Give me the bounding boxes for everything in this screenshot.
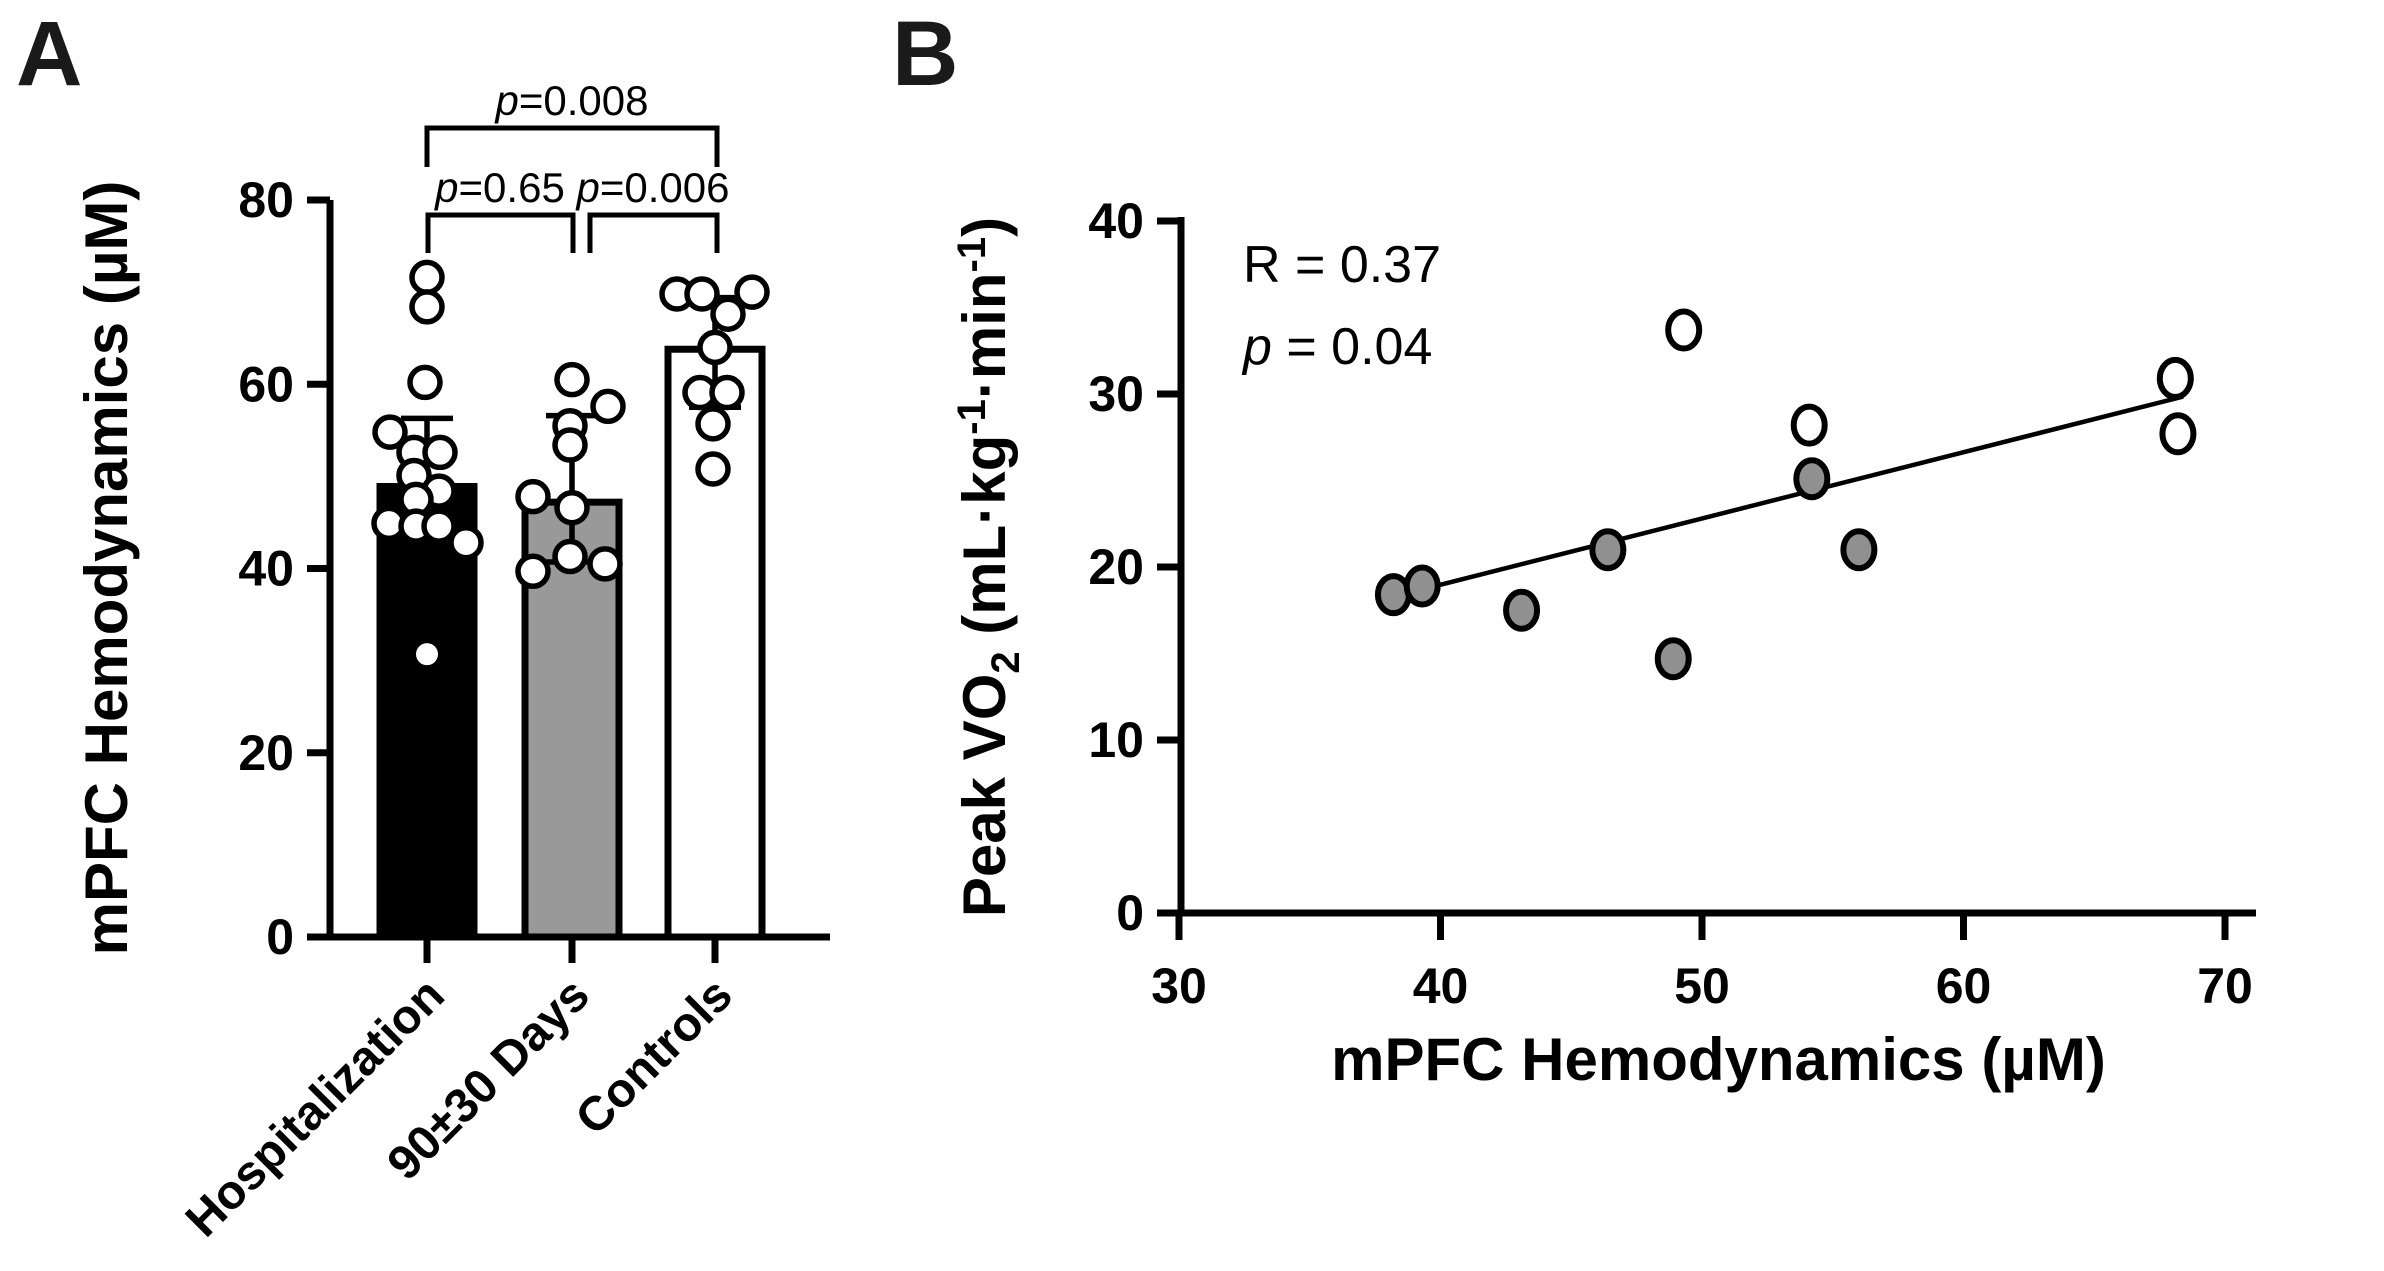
stat-label-rest: = 0.04 <box>1272 318 1432 376</box>
stat-label-rest: =0.006 <box>600 164 730 211</box>
panel-a-y-tick-label: 20 <box>238 725 294 781</box>
data-point <box>416 643 438 666</box>
panel-b-x-axis-title: mPFC Hemodynamics (µM) <box>1331 1026 2106 1093</box>
y-title-segment: Peak VO <box>951 674 1018 918</box>
y-title-segment: -1 <box>950 237 994 273</box>
data-point <box>552 427 588 463</box>
stat-label-rest: =0.008 <box>519 77 649 124</box>
bar-group-3 <box>659 274 770 941</box>
data-point <box>1589 528 1627 572</box>
data-point <box>372 414 408 450</box>
stat-label: R = 0.37 <box>1243 236 1441 294</box>
panel-b-x-tick-label: 60 <box>1936 958 1992 1014</box>
stat-label-italic-part: p <box>494 77 519 124</box>
bracket-line <box>587 212 720 253</box>
panel-b-x-tick-label: 40 <box>1413 958 1469 1014</box>
panel-b-y-tick-label: 20 <box>1088 539 1144 595</box>
y-title-segment: (mL·kg <box>951 435 1018 652</box>
data-point <box>2159 412 2197 456</box>
panel-b-x-tick-label: 50 <box>1674 958 1730 1014</box>
data-point <box>587 546 623 582</box>
data-point <box>515 553 551 590</box>
data-point <box>1790 403 1828 447</box>
panel-b-x-tick-label: 30 <box>1151 958 1207 1014</box>
panel-b-y-tick-label: 10 <box>1088 712 1144 768</box>
data-point <box>590 388 626 425</box>
data-point <box>1403 564 1441 608</box>
panel-b-scatter-plot: 0 10 20 30 40 30 40 50 60 70 mPFC Hemodynamics (µM… <box>950 193 2256 1093</box>
panel-a-label: A <box>16 3 83 105</box>
data-point <box>695 451 731 487</box>
data-point <box>734 274 770 310</box>
panel-a-y-tick-label: 60 <box>238 356 294 412</box>
panel-b-y-tick-label: 40 <box>1088 193 1144 249</box>
data-point <box>409 259 445 296</box>
panel-a-category-label: Controls <box>566 968 743 1145</box>
bar-group-2 <box>515 361 626 941</box>
data-point <box>1654 637 1692 681</box>
data-point <box>422 434 458 471</box>
series-open-circles <box>1665 308 2197 456</box>
panel-a-y-axis-title: mPFC Hemodynamics (µM) <box>73 181 140 956</box>
panel-a-y-tick-label: 40 <box>238 541 294 597</box>
bracket-line <box>425 212 576 253</box>
data-point <box>710 296 746 332</box>
y-title-segment: ) <box>951 217 1018 237</box>
panel-a-y-tick-label: 0 <box>266 909 294 965</box>
data-point <box>1840 528 1878 572</box>
data-point <box>1665 308 1703 352</box>
stat-label: p=0.008 <box>494 77 649 124</box>
panel-b-x-tick-label: 70 <box>2197 958 2253 1014</box>
y-title-segment: -1 <box>950 399 994 435</box>
data-point <box>554 361 590 398</box>
stat-label-rest: =0.65 <box>459 164 565 211</box>
data-point <box>684 276 720 312</box>
data-point <box>421 508 457 544</box>
data-point <box>1503 588 1541 632</box>
data-point <box>409 289 445 325</box>
stat-label-italic-part: p <box>575 164 600 211</box>
panel-b-y-tick-label: 0 <box>1116 885 1144 941</box>
data-point <box>1793 457 1831 501</box>
panel-a-category-label: Hospitalization <box>176 968 455 1247</box>
data-point <box>515 478 551 515</box>
data-point <box>448 524 484 561</box>
panel-b-y-axis-title: Peak VO2​ (mL·kg-1​·min-1​) <box>950 217 1028 917</box>
data-point <box>2156 356 2194 400</box>
series-filled-circles <box>1374 457 1878 681</box>
data-point <box>709 374 745 411</box>
stat-label: p=0.65 <box>433 164 565 211</box>
panel-a-bar-chart: 0 20 40 60 80 mPFC Hemodynamics (µM) Hospitali… <box>73 77 830 1247</box>
data-point <box>552 538 588 575</box>
stat-label: p = 0.04 <box>1241 318 1432 376</box>
panel-b-y-tick-label: 30 <box>1088 366 1144 422</box>
data-point <box>407 364 443 401</box>
stat-label-italic-part: p <box>1241 318 1272 376</box>
significance-bracket: p=0.008 <box>424 77 720 167</box>
bar-group-1 <box>371 259 484 941</box>
data-point <box>697 329 733 366</box>
bracket-line <box>424 125 720 167</box>
y-title-segment: ·min <box>951 272 1018 399</box>
y-title-segment: 2 <box>984 651 1028 673</box>
data-point <box>554 489 590 526</box>
panel-a-y-tick-label: 80 <box>238 172 294 228</box>
data-point <box>695 406 731 442</box>
stat-label-italic-part: p <box>433 164 458 211</box>
significance-bracket: p=0.006 <box>575 164 730 253</box>
panel-b-label: B <box>892 3 959 105</box>
stat-label: p=0.006 <box>575 164 730 211</box>
significance-bracket: p=0.65 <box>425 164 576 253</box>
